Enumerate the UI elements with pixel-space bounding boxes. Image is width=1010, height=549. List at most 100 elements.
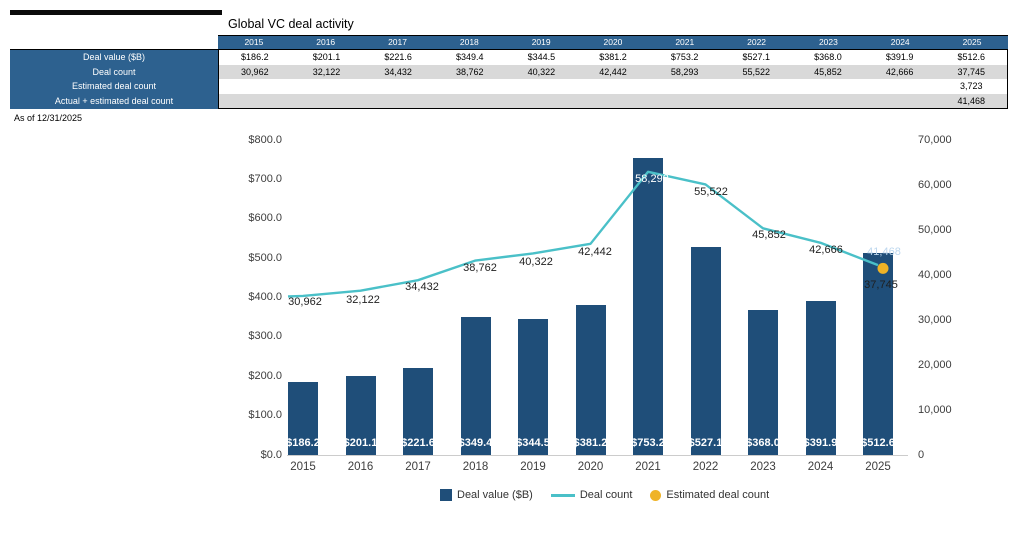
table-value-cell: $381.2 xyxy=(599,52,627,62)
deal-count-label: 38,762 xyxy=(463,262,497,274)
bar-value-label: $753.2 xyxy=(631,437,665,449)
bar-value-label: $186.2 xyxy=(286,437,320,449)
table-row-label: Deal value ($B) xyxy=(82,52,146,62)
table-value-cell: $527.1 xyxy=(742,52,771,62)
x-axis-label: 2015 xyxy=(290,461,316,473)
year-header-cell: 2016 xyxy=(316,37,336,47)
table-value-cell: 58,293 xyxy=(670,66,699,77)
year-header-cell: 2018 xyxy=(459,37,479,47)
left-axis-tick: $600.0 xyxy=(248,212,282,225)
legend-label: Estimated deal count xyxy=(666,489,770,501)
x-axis-label: 2023 xyxy=(750,461,776,473)
bar-2021 xyxy=(633,158,663,455)
year-header-cell: 2022 xyxy=(747,37,767,47)
left-axis-tick: $500.0 xyxy=(248,251,282,264)
table-value-cell: 42,666 xyxy=(885,66,914,77)
as-of-note: As of 12/31/2025 xyxy=(14,113,83,123)
left-axis-tick: $800.0 xyxy=(248,133,282,146)
deal-count-polyline xyxy=(287,170,879,298)
right-axis-tick: 10,000 xyxy=(918,403,952,416)
year-header-cell: 2020 xyxy=(603,37,623,47)
left-axis-tick: $0.0 xyxy=(260,448,282,461)
table-row: $186.2 $201.1 $221.6 $349.4 $344.5 $381.2 $753… xyxy=(219,50,1007,65)
x-axis-label: 2018 xyxy=(462,461,489,473)
bar-value-label: $391.9 xyxy=(803,437,838,449)
year-header-cell: 2023 xyxy=(818,37,838,47)
table-year-header-row: 2015 2016 2017 2018 2019 2020 2021 2022 2023 2024… xyxy=(218,35,1008,49)
year-header-cell: 2019 xyxy=(531,37,551,47)
table-value-cell: $186.2 xyxy=(241,52,269,62)
x-axis-label: 2024 xyxy=(807,461,834,473)
bar-2022 xyxy=(690,247,721,455)
legend-item-estimated-deal-count: Estimated deal count xyxy=(650,489,769,501)
table-value-cell: $221.6 xyxy=(384,52,412,62)
table-value-cell: $753.2 xyxy=(670,52,699,62)
left-axis-tick: $100.0 xyxy=(248,409,282,422)
right-axis-tick: 0 xyxy=(918,448,925,461)
table-value-cell: $201.1 xyxy=(312,52,341,62)
table-value-cell: $349.4 xyxy=(455,52,484,62)
left-axis-tick: $700.0 xyxy=(248,172,282,185)
table-value-cell: $344.5 xyxy=(527,52,556,62)
year-header-cell: 2017 xyxy=(388,37,407,47)
bar-value-label: $381.2 xyxy=(573,437,608,449)
deal-count-label: 40,322 xyxy=(519,256,553,268)
bar-value-label: $527.1 xyxy=(688,437,723,449)
left-axis-tick: $300.0 xyxy=(248,330,282,343)
bar-2018 xyxy=(460,317,491,455)
left-axis-tick: $400.0 xyxy=(248,291,282,303)
bar-2024 xyxy=(805,300,836,455)
x-axis-label: 2022 xyxy=(692,461,719,473)
table-row: 41,468 xyxy=(219,93,1007,108)
table-value-cell: 41,468 xyxy=(957,95,985,106)
bar-2017 xyxy=(403,367,433,455)
table-value-cell: 42,442 xyxy=(599,66,627,77)
deal-count-label: 37,745 xyxy=(864,279,898,291)
table-value-cell: 30,962 xyxy=(241,66,269,77)
legend-label: Deal count xyxy=(579,489,633,501)
right-axis-tick: 40,000 xyxy=(918,268,952,281)
x-axis-label: 2020 xyxy=(577,461,604,473)
bar-2016 xyxy=(345,375,376,455)
x-axis-label: 2021 xyxy=(635,461,661,473)
deal-count-label: 42,666 xyxy=(809,244,843,256)
bar-value-label: $512.6 xyxy=(861,437,895,449)
table-value-cell: $391.9 xyxy=(885,52,914,62)
deal-count-label: 34,432 xyxy=(405,281,439,293)
year-header-cell: 2025 xyxy=(962,37,982,47)
bar-value-label: $201.1 xyxy=(343,437,378,449)
table-row-label: Estimated deal count xyxy=(71,81,157,91)
x-axis-label: 2025 xyxy=(865,461,891,473)
bar-2019 xyxy=(518,319,548,455)
legend-item-deal-count: Deal count xyxy=(550,489,633,501)
table-row-label: Deal count xyxy=(92,66,136,77)
x-axis-label: 2019 xyxy=(520,461,546,473)
bar-value-label: $344.5 xyxy=(516,437,550,449)
year-header-cell: 2015 xyxy=(244,37,264,47)
deal-count-label: 32,122 xyxy=(346,294,380,306)
table-body: $186.2 $201.1 $221.6 $349.4 $344.5 $381.2 $753… xyxy=(218,49,1008,109)
deal-count-swatch-icon xyxy=(550,493,575,497)
x-axis-label: 2016 xyxy=(347,461,374,473)
chart-legend: Deal value ($B) Deal count Estimated dea… xyxy=(440,489,769,501)
table-value-cell: 37,745 xyxy=(957,66,985,77)
bar-2023 xyxy=(748,310,778,455)
x-axis-label: 2017 xyxy=(405,461,431,473)
table-value-cell: 45,852 xyxy=(814,66,842,77)
actual-plus-estimated-label: 41,468 xyxy=(867,246,901,258)
right-axis-tick: 30,000 xyxy=(918,313,952,326)
table-row-labels: Deal value ($B) Deal count Estimated deal … xyxy=(10,49,218,109)
table-value-cell: 55,522 xyxy=(742,66,771,77)
deal-count-label: 42,442 xyxy=(578,246,612,258)
legend-item-deal-value: Deal value ($B) xyxy=(440,489,533,501)
deal-count-label: 58,293 xyxy=(635,173,669,185)
year-header-cell: 2024 xyxy=(890,37,910,47)
bar-2015 xyxy=(288,381,318,455)
right-axis-tick: 50,000 xyxy=(918,223,952,236)
table-value-cell: 34,432 xyxy=(384,66,412,77)
page-title: Global VC deal activity xyxy=(228,17,354,31)
table-row-label: Actual + estimated deal count xyxy=(54,95,174,106)
